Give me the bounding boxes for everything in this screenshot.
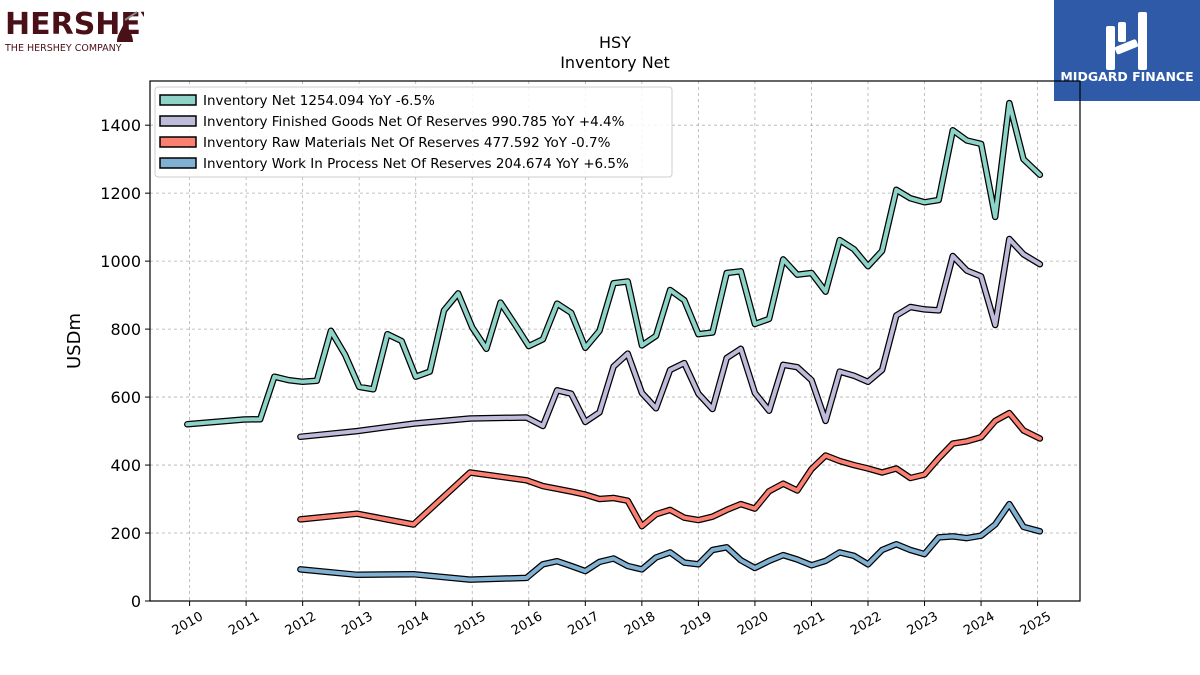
- midgard-finance-logo: MIDGARD FINANCE: [1054, 0, 1200, 101]
- legend-box: [154, 86, 673, 178]
- legend: Inventory Net 1254.094 YoY -6.5% Inventor…: [154, 86, 673, 178]
- x-tick-label: 2020: [735, 609, 771, 639]
- kiss-plume-icon: [124, 11, 138, 21]
- legend-swatch-1: [159, 94, 197, 106]
- legend-label-1: Inventory Net 1254.094 YoY -6.5%: [203, 93, 435, 109]
- series-line-1: [185, 101, 1042, 427]
- x-tick-label: 2013: [339, 609, 375, 639]
- series-line-outline-2: [297, 235, 1044, 441]
- x-tick-label: 2025: [1018, 609, 1054, 639]
- x-tick-label: 2010: [170, 609, 206, 639]
- legend-label-2: Inventory Finished Goods Net Of Reserves…: [203, 114, 625, 130]
- x-tick-label: 2022: [848, 609, 884, 639]
- series-line-4: [298, 502, 1042, 582]
- x-tick-label: 2023: [905, 609, 941, 639]
- x-tick-label: 2011: [226, 609, 262, 639]
- legend-swatch-3: [159, 136, 197, 148]
- x-tick-label: 2018: [622, 609, 658, 639]
- y-tick-label: 0: [131, 592, 141, 611]
- legend-swatch-2: [159, 115, 197, 127]
- series-line-outline-4: [297, 500, 1044, 583]
- y-tick-label: 1200: [100, 184, 141, 203]
- x-tick-label: 2012: [283, 609, 319, 639]
- legend-label-3: Inventory Raw Materials Net Of Reserves …: [203, 135, 611, 151]
- legend-swatch-4: [159, 157, 197, 169]
- x-tick-label: 2017: [565, 609, 601, 639]
- x-tick-label: 2019: [679, 609, 715, 639]
- x-axis: 2010 2011 2012 2013 2014 2015 2016 2017 2018 2019…: [170, 601, 1054, 639]
- kiss-icon: [117, 20, 133, 42]
- plot-frame: [149, 80, 1081, 602]
- series-line-3: [298, 411, 1042, 529]
- midgard-wordmark: MIDGARD FINANCE: [1060, 69, 1193, 84]
- x-tick-label: 2016: [509, 609, 545, 639]
- y-tick-label: 400: [110, 456, 141, 475]
- x-tick-label: 2024: [961, 609, 997, 639]
- y-tick-label: 1000: [100, 252, 141, 271]
- x-tick-label: 2014: [396, 609, 432, 639]
- y-tick-label: 200: [110, 524, 141, 543]
- series-lines: [184, 99, 1044, 583]
- series-line-2: [298, 237, 1042, 439]
- y-axis-label: USDm: [64, 313, 85, 369]
- x-tick-label: 2015: [452, 609, 488, 639]
- chart-subtitle: Inventory Net: [560, 53, 670, 72]
- y-tick-label: 1400: [100, 116, 141, 135]
- legend-label-4: Inventory Work In Process Net Of Reserve…: [203, 156, 629, 172]
- x-tick-label: 2021: [792, 609, 828, 639]
- midgard-emblem-icon: [1106, 12, 1147, 70]
- hershey-logo: HERSHEY THE HERSHEY COMPANY: [4, 7, 144, 54]
- chart-title: HSY: [599, 33, 631, 52]
- y-tick-label: 800: [110, 320, 141, 339]
- y-tick-label: 600: [110, 388, 141, 407]
- y-axis: 0 200 400 600 800 1000 1200 1400: [100, 116, 150, 611]
- hershey-subtitle: THE HERSHEY COMPANY: [4, 43, 122, 54]
